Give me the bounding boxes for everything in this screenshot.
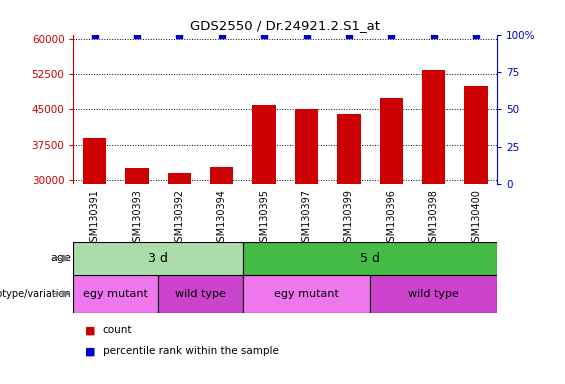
Point <box>471 31 480 38</box>
Text: count: count <box>103 325 132 335</box>
Bar <box>253 105 276 320</box>
Text: GSM130399: GSM130399 <box>344 189 354 248</box>
Text: wild type: wild type <box>175 289 226 299</box>
Bar <box>125 168 149 320</box>
Title: GDS2550 / Dr.24921.2.S1_at: GDS2550 / Dr.24921.2.S1_at <box>190 19 380 32</box>
Text: egy mutant: egy mutant <box>274 289 339 299</box>
Point <box>217 31 226 38</box>
Point <box>386 31 396 38</box>
Bar <box>464 86 488 320</box>
Text: GSM130391: GSM130391 <box>90 189 99 248</box>
Bar <box>73 275 158 313</box>
Point <box>429 31 438 38</box>
Text: GSM130395: GSM130395 <box>259 189 269 248</box>
Bar <box>83 137 106 320</box>
Bar <box>337 114 360 320</box>
Text: ■: ■ <box>85 346 95 356</box>
Text: percentile rank within the sample: percentile rank within the sample <box>103 346 279 356</box>
Point <box>90 31 99 38</box>
Point <box>259 31 269 38</box>
Text: GSM130396: GSM130396 <box>386 189 396 248</box>
Point <box>132 31 141 38</box>
Text: GSM130400: GSM130400 <box>471 189 481 248</box>
Text: genotype/variation: genotype/variation <box>0 289 71 299</box>
Text: ■: ■ <box>85 325 95 335</box>
Text: age: age <box>50 253 71 263</box>
Point <box>344 31 354 38</box>
Bar <box>210 167 233 320</box>
Text: GSM130397: GSM130397 <box>302 189 311 248</box>
Text: 5 d: 5 d <box>360 252 380 265</box>
Bar <box>73 242 243 275</box>
Text: egy mutant: egy mutant <box>84 289 148 299</box>
Text: GSM130394: GSM130394 <box>217 189 227 248</box>
Text: GSM130392: GSM130392 <box>175 189 184 248</box>
Text: GSM130398: GSM130398 <box>429 189 438 248</box>
Text: 3 d: 3 d <box>148 252 168 265</box>
Bar <box>168 173 191 320</box>
Bar <box>158 275 243 313</box>
Bar <box>243 242 497 275</box>
Text: wild type: wild type <box>408 289 459 299</box>
Bar <box>370 275 497 313</box>
Text: GSM130393: GSM130393 <box>132 189 142 248</box>
Bar <box>422 70 445 320</box>
Bar <box>243 275 370 313</box>
Bar <box>380 98 403 320</box>
Point <box>302 31 311 38</box>
Bar <box>295 109 318 320</box>
Point <box>175 31 184 38</box>
